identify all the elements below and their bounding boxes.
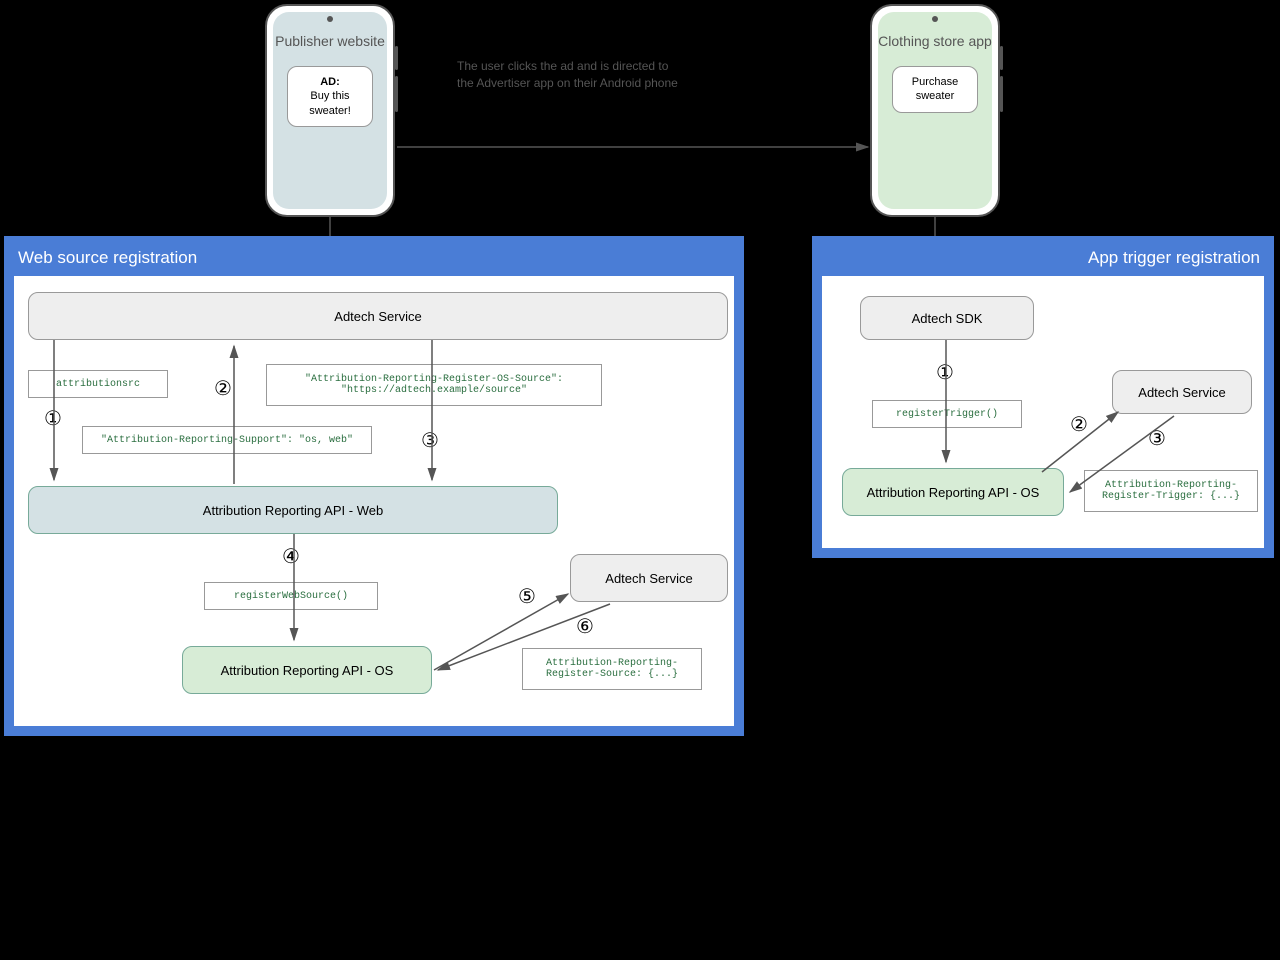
os-source-header-box: "Attribution-Reporting-Register-OS-Sourc… (266, 364, 602, 406)
support-header-box: "Attribution-Reporting-Support": "os, we… (82, 426, 372, 454)
ad-card: AD: Buy this sweater! (287, 66, 373, 127)
register-trigger-box: registerTrigger() (872, 400, 1022, 428)
advertiser-phone: Clothing store app Purchase sweater (870, 4, 1000, 217)
phone-camera-icon (327, 16, 333, 22)
web-source-panel: Web source registration Adtech Service a… (4, 236, 744, 736)
step-6: ⑥ (576, 614, 594, 639)
step-2: ② (214, 376, 232, 401)
phone-side-button (395, 46, 398, 70)
step-5: ⑤ (518, 584, 536, 609)
api-web-box: Attribution Reporting API - Web (28, 486, 558, 534)
phone-side-button (395, 76, 398, 112)
step-1: ① (44, 406, 62, 431)
register-trigger-header-box: Attribution-Reporting-Register-Trigger: … (1084, 470, 1258, 512)
phone-side-button (1000, 76, 1003, 112)
flow-caption: The user clicks the ad and is directed t… (457, 58, 687, 92)
purchase-text: Purchase sweater (912, 76, 958, 102)
purchase-card: Purchase sweater (892, 66, 978, 113)
step-3: ③ (421, 428, 439, 453)
adtech-sdk-box: Adtech SDK (860, 296, 1034, 340)
api-os-box: Attribution Reporting API - OS (182, 646, 432, 694)
adtech-service-box-2: Adtech Service (570, 554, 728, 602)
adtech-service-box: Adtech Service (1112, 370, 1252, 414)
phone-camera-icon (932, 16, 938, 22)
step-1: ① (936, 360, 954, 385)
ad-text: Buy this sweater! (309, 90, 351, 116)
panel-title: App trigger registration (822, 246, 1264, 276)
api-os-box: Attribution Reporting API - OS (842, 468, 1064, 516)
step-2: ② (1070, 412, 1088, 437)
publisher-phone: Publisher website AD: Buy this sweater! (265, 4, 395, 217)
attributionsrc-box: attributionsrc (28, 370, 168, 398)
step-4: ④ (282, 544, 300, 569)
register-source-header-box: Attribution-Reporting-Register-Source: {… (522, 648, 702, 690)
phone-side-button (1000, 46, 1003, 70)
panel-title: Web source registration (14, 246, 734, 276)
app-trigger-panel: App trigger registration Adtech SDK regi… (812, 236, 1274, 558)
register-web-source-box: registerWebSource() (204, 582, 378, 610)
phone-title: Publisher website (275, 32, 385, 50)
adtech-service-box: Adtech Service (28, 292, 728, 340)
ad-label: AD: (320, 76, 340, 88)
phone-title: Clothing store app (878, 32, 992, 50)
step-3: ③ (1148, 426, 1166, 451)
